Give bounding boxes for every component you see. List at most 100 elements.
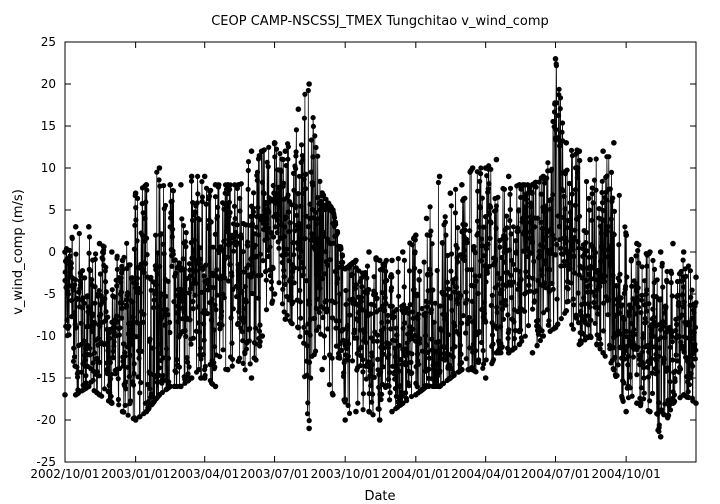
data-point — [199, 198, 205, 205]
data-point-min — [353, 408, 359, 415]
data-point — [200, 266, 206, 272]
data-point — [197, 245, 203, 251]
data-point — [651, 314, 657, 321]
data-point — [534, 342, 540, 348]
data-point — [242, 350, 248, 357]
data-point — [224, 229, 230, 235]
data-point — [308, 137, 314, 143]
data-point — [371, 374, 377, 380]
data-point — [641, 375, 647, 381]
data-point — [221, 295, 227, 301]
data-point — [547, 267, 553, 273]
data-point — [286, 209, 292, 215]
data-point — [197, 256, 203, 262]
data-point — [173, 369, 179, 375]
data-point — [331, 215, 338, 221]
data-point — [450, 354, 456, 360]
data-point — [647, 360, 653, 366]
data-point — [327, 257, 333, 263]
data-point — [103, 309, 109, 315]
data-point — [203, 262, 209, 268]
data-point — [153, 282, 159, 288]
data-point — [216, 249, 222, 256]
data-point — [569, 243, 575, 249]
data-point — [169, 198, 175, 204]
data-point — [590, 265, 596, 271]
data-point — [525, 323, 532, 329]
data-point — [412, 237, 418, 243]
data-point — [392, 376, 398, 382]
data-point — [92, 256, 98, 262]
data-point — [611, 345, 617, 351]
data-point — [595, 311, 601, 317]
data-point — [92, 350, 98, 356]
data-point — [659, 260, 665, 266]
data-point — [681, 299, 687, 305]
data-point — [623, 283, 629, 289]
data-point — [676, 333, 682, 340]
data-point-min — [540, 333, 547, 339]
data-point — [300, 190, 306, 196]
data-point — [360, 357, 366, 363]
data-point — [111, 355, 117, 361]
data-point — [180, 298, 186, 304]
data-point — [98, 311, 104, 317]
data-point — [571, 253, 577, 259]
data-point — [463, 330, 469, 336]
data-point — [486, 181, 492, 187]
data-point — [137, 414, 143, 420]
data-point — [281, 234, 288, 240]
x-tick-label: 2004/10/01 — [592, 467, 661, 481]
data-point — [116, 332, 122, 338]
data-point-min — [563, 308, 570, 314]
data-point — [448, 203, 454, 209]
data-point — [296, 254, 303, 260]
data-point — [300, 272, 306, 278]
data-point — [196, 217, 202, 223]
data-point — [481, 253, 487, 259]
data-point — [221, 238, 227, 244]
data-point — [336, 318, 342, 324]
data-point — [657, 296, 663, 302]
data-point — [581, 295, 587, 301]
data-point — [489, 332, 496, 338]
data-point — [168, 215, 174, 221]
data-point — [91, 319, 97, 325]
data-point — [531, 298, 538, 304]
data-point — [290, 299, 296, 305]
data-point — [249, 221, 255, 227]
data-point — [276, 280, 282, 286]
data-point — [459, 320, 465, 326]
data-point — [488, 302, 494, 309]
data-point-min — [505, 350, 512, 356]
data-point — [631, 326, 637, 333]
data-point — [282, 281, 288, 287]
data-point — [641, 390, 647, 396]
data-point — [161, 183, 167, 189]
data-point — [476, 224, 482, 230]
data-point — [604, 197, 610, 203]
data-point — [285, 156, 291, 162]
data-point — [449, 365, 455, 371]
data-point — [158, 341, 164, 347]
data-point-min — [366, 408, 372, 415]
data-point — [276, 202, 282, 208]
data-point-max — [156, 165, 163, 171]
data-point — [616, 278, 623, 284]
data-point — [587, 282, 593, 289]
data-point — [246, 338, 252, 344]
data-point — [124, 240, 130, 246]
data-point — [635, 344, 641, 350]
data-point — [203, 185, 210, 191]
data-point — [167, 319, 173, 325]
data-point — [669, 293, 675, 299]
data-point — [212, 302, 218, 308]
data-point — [386, 352, 392, 358]
data-point — [144, 187, 150, 193]
data-point — [645, 374, 652, 380]
data-point — [611, 208, 618, 214]
data-point — [614, 372, 620, 379]
data-point — [247, 325, 253, 332]
data-point-max — [447, 190, 454, 196]
data-point — [312, 133, 318, 139]
